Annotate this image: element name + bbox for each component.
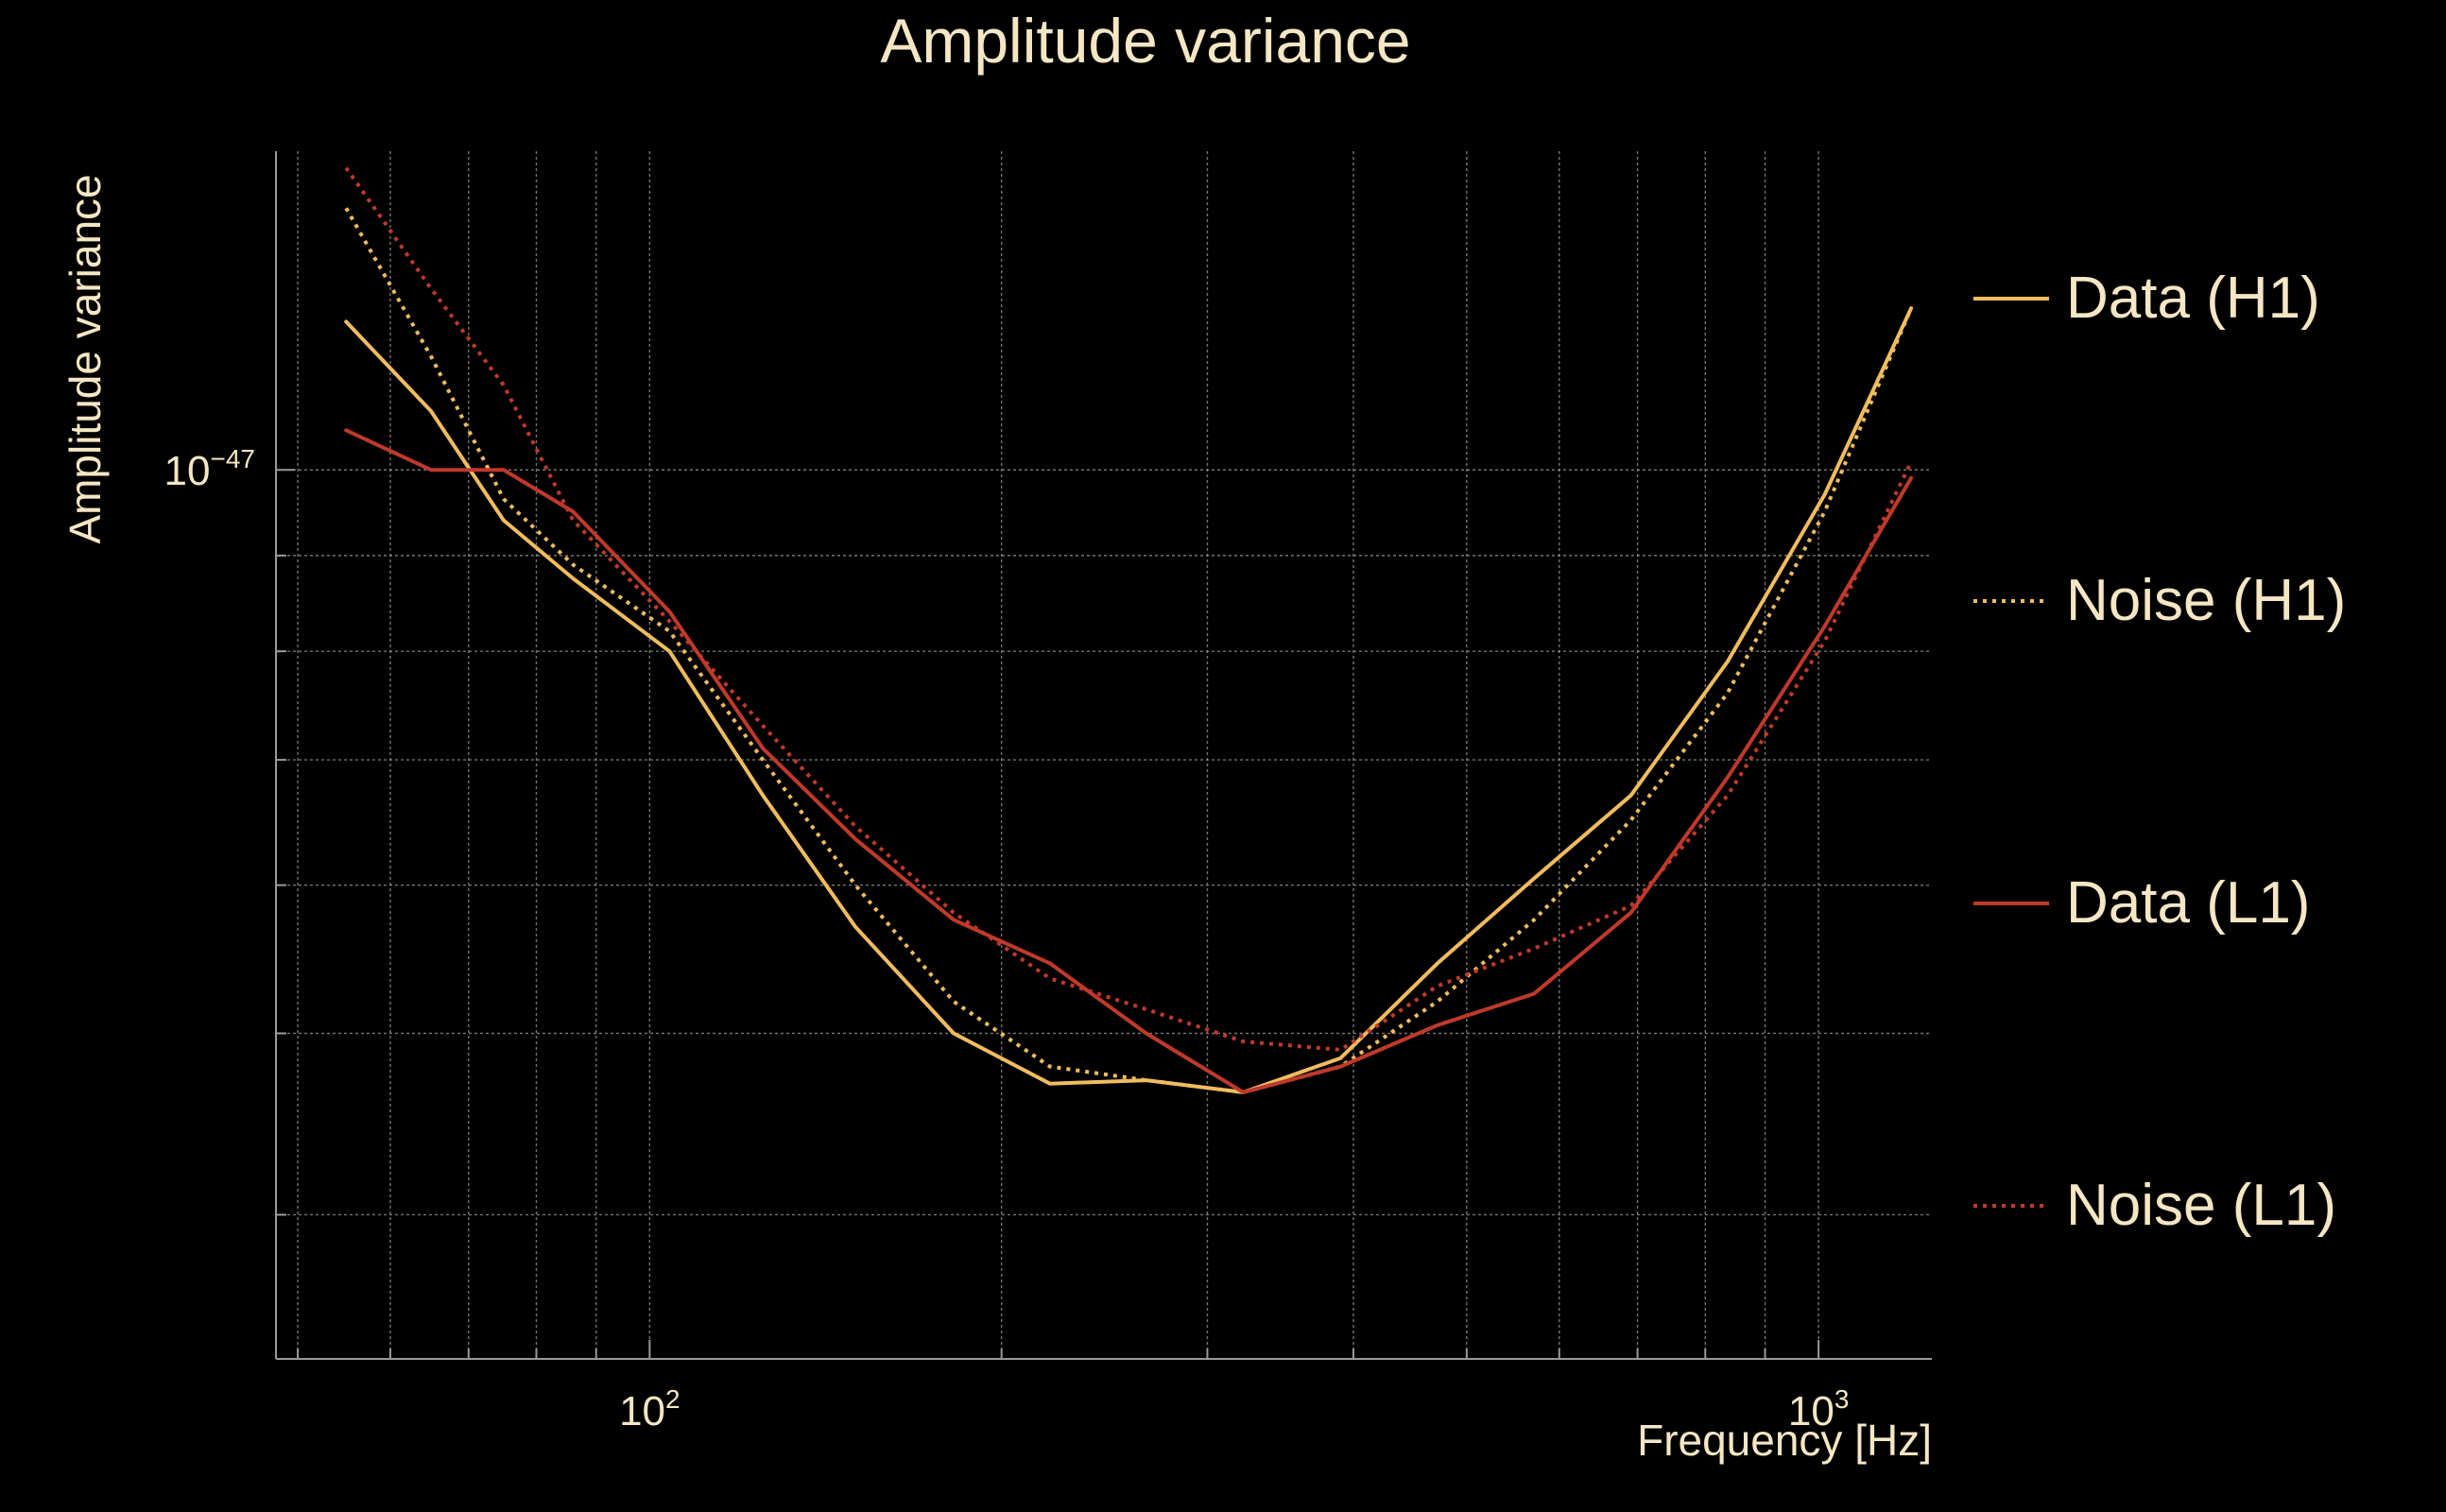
chart-title: Amplitude variance: [880, 6, 1410, 76]
series-layer: [344, 166, 1914, 1094]
legend-label-noise-l1: Noise (L1): [2066, 1173, 2336, 1238]
legend-label-data-l1: Data (L1): [2066, 870, 2310, 936]
legend-label-noise-h1: Noise (H1): [2066, 568, 2346, 633]
x-axis-label: Frequency [Hz]: [1637, 1416, 1932, 1465]
y-axis-label: Amplitude variance: [60, 174, 110, 543]
series-line-noise-l1: [344, 166, 1913, 1052]
series-line-data-l1: [344, 428, 1914, 1094]
legend-label-data-h1: Data (H1): [2066, 266, 2320, 331]
series-line-noise-h1: [344, 207, 1913, 1094]
legend: Data (H1) Noise (H1) Data (L1) Noise (L1): [1973, 266, 2346, 1238]
axes-layer: 102 103 10−47: [164, 151, 1932, 1435]
y-tick-label: 10−47: [164, 444, 255, 494]
series-line-data-h1: [344, 306, 1914, 1094]
grid-layer: [276, 151, 1932, 1359]
x-tick-label: 103: [1788, 1384, 1850, 1435]
x-tick-label: 102: [619, 1384, 680, 1435]
